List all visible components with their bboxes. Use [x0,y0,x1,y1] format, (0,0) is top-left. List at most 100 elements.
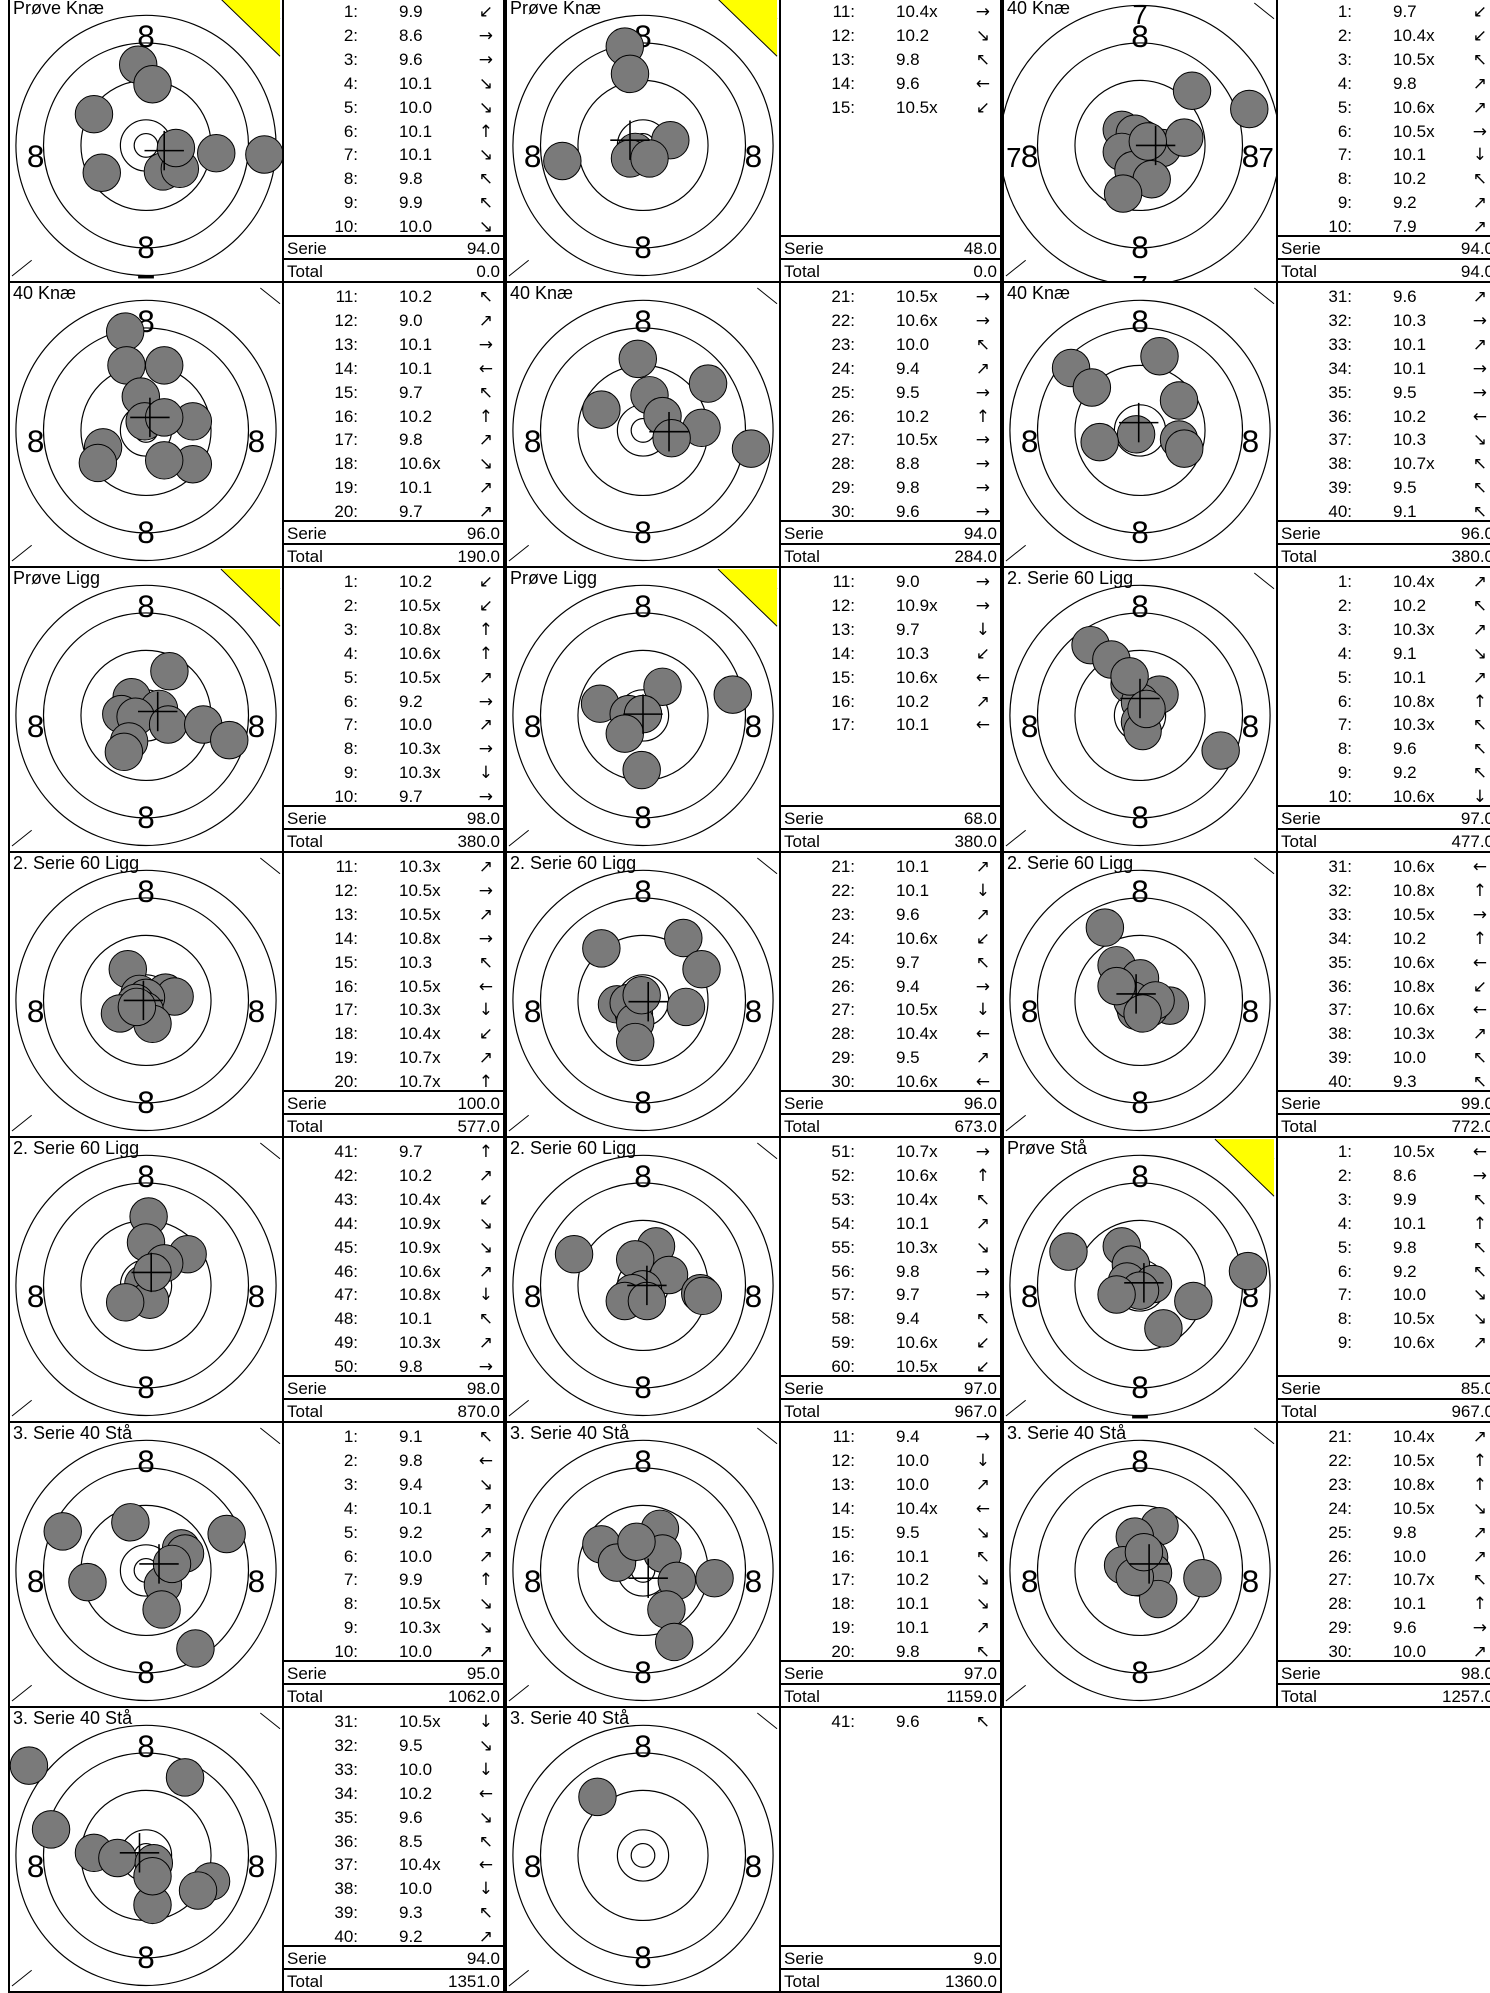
shot-direction-icon: ↗ [478,1261,493,1282]
shot-hole [1165,429,1204,468]
shot-score: 10.5x [399,667,441,687]
shot-number: 14: [831,1498,855,1518]
shot-score: 10.3x [1393,715,1435,735]
shot-direction-icon: ↗ [975,358,990,379]
ring [42,1182,250,1389]
shot-direction-icon: ← [1472,857,1487,877]
ring-label: 8 [634,1443,652,1479]
shot-number: 14: [334,358,358,378]
target-svg: 8 8 8 8 [508,1427,778,1702]
shot-number: 41: [334,1142,358,1161]
serie-value: 98.0 [466,809,500,828]
shot-row: 29: 9.5 ↗ [781,1046,1000,1070]
ring-label: 8 [524,1563,542,1599]
shot-row: 40: 9.1 ↖ [1278,500,1490,524]
shot-number: 9: [343,1618,358,1638]
shot-score: 9.2 [1393,193,1417,213]
shot-number: 8: [1337,739,1352,759]
shot-score: 9.5 [1393,478,1417,498]
serie-row: Serie 94.0 [781,520,1000,543]
shot-number: 9: [1337,193,1352,213]
shot-row: 19: 10.1 ↗ [781,1616,1000,1640]
shot-row: 52: 10.6x ↑ [781,1164,1000,1188]
shot-direction-icon: ↙ [478,2,493,22]
shot-number: 24: [831,358,855,378]
shot-number: 42: [334,1165,358,1185]
shot-score: 8.6 [1393,1165,1417,1185]
total-label: Total [784,1117,820,1136]
shot-score: 10.5x [1393,121,1435,141]
ring-label: 8 [634,588,652,624]
ring-label: 8 [1131,1369,1149,1405]
shot-score: 10.3 [1393,430,1427,450]
shot-hole [622,975,661,1015]
shot-score: 9.6 [896,502,920,522]
shot-score: 10.0 [399,1879,433,1899]
ring [512,584,774,847]
ring-label: 8 [524,708,542,744]
ring-label: 8 [634,514,652,550]
shot-direction-icon: ↙ [975,928,990,949]
shot-score: 8.8 [896,454,920,474]
shot-number: 16: [334,976,358,996]
shot-score: 10.5x [399,595,441,615]
shot-number: 10: [1328,217,1352,237]
shot-row: 24: 10.5x ↘ [1278,1497,1490,1521]
shot-number: 24: [1328,1498,1352,1518]
shot-direction-icon: ↓ [975,1000,990,1021]
shot-score: 10.6x [399,1261,441,1281]
shot-hole [695,1559,734,1598]
target-title: 40 Knæ [1007,0,1071,18]
shot-number: 14: [831,73,855,93]
shot-row: 11: 10.3x ↗ [284,855,503,879]
shot-row: 2: 10.5x ↙ [284,594,503,618]
corner-tick [260,857,281,875]
shot-direction-icon: ↙ [1472,976,1487,997]
shot-score: 10.3x [399,857,441,876]
shot-row: 14: 10.1 ← [284,357,503,381]
shot-score: 10.3x [1393,619,1435,639]
shot-row: 40: 9.3 ↖ [1278,1070,1490,1094]
shot-row: 58: 9.4 ↖ [781,1307,1000,1331]
corner-tick [757,287,778,305]
corner-tick [1005,829,1026,847]
shot-score: 9.2 [1393,763,1417,783]
shot-direction-icon: ↙ [975,1333,990,1354]
serie-value: 85.0 [1460,1379,1490,1398]
shot-score: 10.5x [1393,1450,1435,1470]
shot-number: 5: [1337,1237,1352,1257]
shot-direction-icon: → [1472,1618,1487,1639]
shot-row: 37: 10.6x ← [1278,998,1490,1022]
shot-row: 17: 9.8 ↗ [284,428,503,452]
shot-hole [1230,89,1269,129]
shot-number: 7: [343,1570,358,1590]
corner-tick [508,1114,529,1132]
shot-direction-icon: ↗ [478,667,493,688]
shot-hole [713,675,752,714]
shot-hole [82,153,121,192]
ring [539,612,747,819]
shot-direction-icon: ↗ [1472,1427,1487,1447]
shot-score: 10.4x [896,1498,938,1518]
shot-number: 31: [1328,287,1352,306]
shot-hole [1080,422,1119,462]
total-row: Total 1159.0 [781,1683,1000,1706]
shot-score: 10.2 [1393,406,1427,426]
shot-score: 9.8 [1393,1237,1417,1257]
ring-label: 8 [137,18,155,54]
shot-list: 11: 10.4x → 12: 10.2 ↘ 13: 9.8 ↖ 14: 9.6 ← 15: 10.5x ↙… [781,0,1002,283]
shot-score: 10.9x [896,595,938,615]
serie-row: Serie 94.0 [1278,235,1490,258]
shot-direction-icon: → [975,310,990,331]
shot-row: 3: 10.8x ↑ [284,618,503,642]
shot-row: 9: 9.2 ↖ [1278,761,1490,785]
shot-hole [197,134,236,173]
shot-hole [578,1777,617,1817]
shot-row: 9: 10.3x ↘ [284,1616,503,1640]
shot-score: 10.5x [399,880,441,900]
shot-direction-icon: ↗ [478,430,493,451]
corner-tick [1254,287,1275,305]
corner-tick [508,829,529,847]
shot-direction-icon: → [1472,1165,1487,1186]
shot-score: 10.5x [1393,1498,1435,1518]
